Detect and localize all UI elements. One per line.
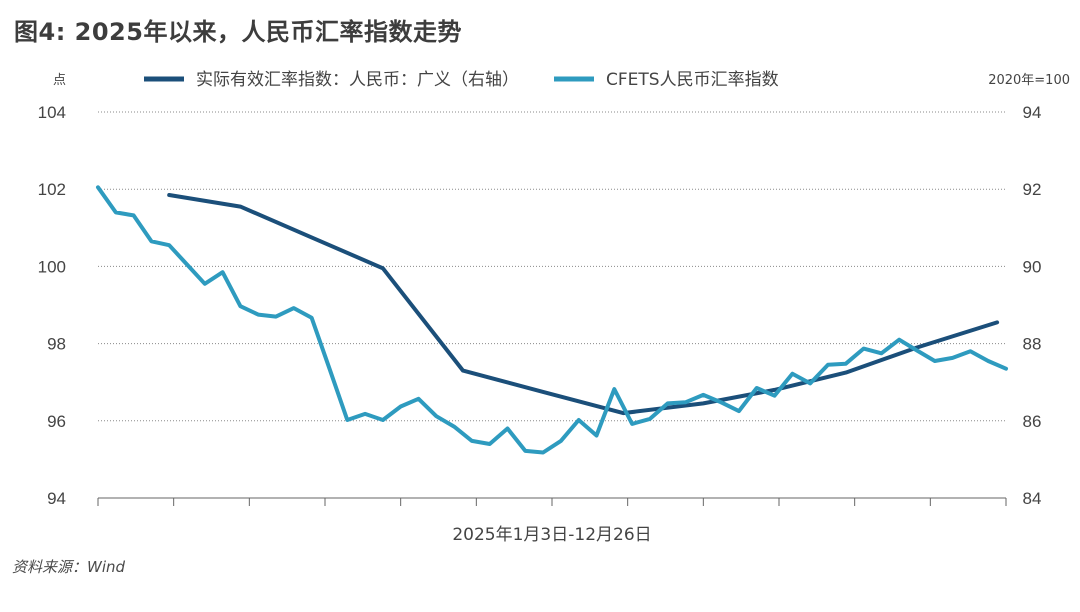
chart-title: 图4: 2025年以来，人民币汇率指数走势: [14, 18, 462, 46]
y-right-unit-label: 2020年=100: [988, 73, 1070, 88]
y-left-tick-label: 94: [47, 489, 66, 508]
y-left-tick-label: 98: [47, 335, 66, 354]
legend-label: CFETS人民币汇率指数: [606, 70, 779, 90]
series-group: [96, 185, 1008, 455]
y-right-tick-label: 92: [1023, 180, 1042, 199]
source-note: 资料来源：Wind: [12, 558, 126, 576]
x-axis-label: 2025年1月3日-12月26日: [452, 525, 651, 545]
y-left-tick-label: 96: [47, 412, 66, 431]
y-right-tick-label: 88: [1023, 335, 1042, 354]
y-left-tick-label: 104: [38, 103, 66, 122]
chart-svg: 104 94 102 92 100 90 98 88 96 86 94 84 点 2020年=100 202…: [38, 70, 1070, 545]
y-left-unit-label: 点: [53, 73, 66, 88]
legend: 实际有效汇率指数：人民币：广义（右轴） CFETS人民币汇率指数: [144, 70, 779, 90]
gridlines: [98, 111, 1006, 422]
y-right-tick-label: 94: [1023, 103, 1042, 122]
y-right-tick-label: 86: [1023, 412, 1042, 431]
y-right-tick-label: 84: [1023, 489, 1042, 508]
y-left-tick-label: 102: [38, 180, 66, 199]
series-line-cfets: [96, 185, 1008, 455]
y-right-tick-label: 90: [1023, 257, 1042, 276]
series-line-reer: [167, 193, 1000, 416]
y-left-tick-label: 100: [38, 257, 66, 276]
axes: 104 94 102 92 100 90 98 88 96 86 94 84 点 2020年=100 202…: [38, 73, 1070, 545]
legend-label: 实际有效汇率指数：人民币：广义（右轴）: [196, 70, 519, 90]
